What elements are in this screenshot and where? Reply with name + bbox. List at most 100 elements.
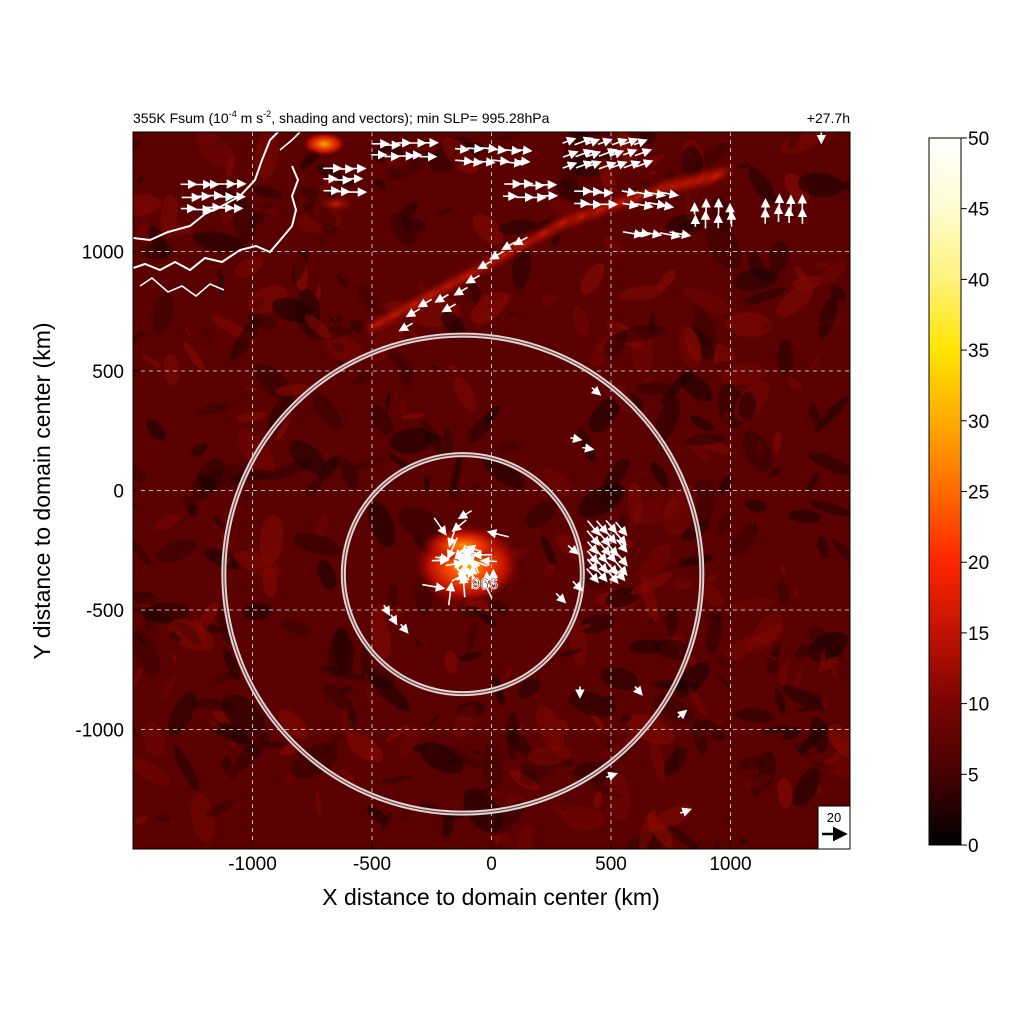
colorbar-tick-label: 40 bbox=[968, 270, 989, 291]
vector-arrow bbox=[605, 771, 618, 781]
texture-swirl bbox=[590, 334, 615, 367]
texture-swirl bbox=[215, 137, 225, 147]
colorbar-tick-label: 10 bbox=[968, 695, 989, 716]
texture-swirl bbox=[163, 353, 180, 385]
heatmap-texture bbox=[133, 132, 850, 849]
vector-arrow bbox=[632, 685, 643, 696]
texture-swirl bbox=[615, 324, 665, 343]
texture-swirl bbox=[327, 629, 348, 675]
texture-swirl bbox=[490, 599, 509, 616]
texture-swirl bbox=[482, 785, 494, 793]
vector-arrow bbox=[466, 157, 484, 167]
vector-arrow bbox=[441, 303, 457, 313]
texture-swirl bbox=[447, 480, 460, 500]
colorbar-tick-label: 5 bbox=[968, 765, 979, 786]
x-tick-label: 0 bbox=[486, 854, 497, 875]
vector-arrow bbox=[479, 157, 496, 167]
vector-arrow bbox=[586, 150, 602, 160]
texture-swirl bbox=[509, 310, 518, 316]
texture-swirl bbox=[657, 270, 676, 291]
texture-swirl bbox=[315, 790, 322, 817]
texture-swirl bbox=[297, 209, 342, 233]
texture-swirl bbox=[259, 514, 284, 565]
vector-arrow bbox=[434, 293, 449, 303]
texture-swirl bbox=[242, 602, 272, 620]
texture-swirl bbox=[747, 624, 785, 654]
vector-arrow bbox=[503, 145, 522, 156]
texture-swirl bbox=[646, 617, 655, 625]
texture-swirl bbox=[678, 556, 715, 566]
texture-swirl bbox=[695, 839, 704, 849]
texture-swirl bbox=[753, 522, 758, 535]
texture-swirl bbox=[267, 459, 313, 480]
texture-swirl bbox=[256, 207, 277, 215]
texture-swirl bbox=[444, 651, 458, 674]
texture-swirl bbox=[632, 331, 654, 373]
vector-arrow bbox=[503, 158, 524, 168]
texture-swirl bbox=[291, 248, 309, 284]
vector-arrow bbox=[570, 433, 583, 444]
texture-swirl bbox=[317, 665, 364, 681]
texture-swirl bbox=[332, 627, 355, 674]
texture-swirl bbox=[188, 698, 237, 710]
texture-swirl bbox=[160, 194, 178, 236]
vector-arrow bbox=[680, 807, 692, 817]
texture-swirl bbox=[289, 440, 326, 474]
texture-swirl bbox=[385, 392, 391, 412]
vector-arrow bbox=[634, 228, 651, 238]
texture-swirl bbox=[603, 457, 630, 491]
texture-swirl bbox=[650, 739, 666, 782]
texture-swirl bbox=[474, 609, 494, 625]
texture-swirl bbox=[752, 613, 784, 646]
texture-swirl bbox=[136, 633, 147, 646]
texture-swirl bbox=[167, 618, 215, 652]
texture-swirl bbox=[646, 813, 673, 849]
texture-swirl bbox=[133, 591, 157, 605]
texture-swirl bbox=[716, 674, 730, 688]
texture-swirl bbox=[717, 383, 745, 429]
vector-arrow bbox=[582, 443, 595, 453]
vector-arrow bbox=[585, 137, 601, 147]
texture-swirl bbox=[482, 455, 525, 490]
texture-swirl bbox=[330, 342, 346, 352]
texture-swirl bbox=[818, 295, 838, 338]
texture-swirl bbox=[734, 380, 770, 422]
texture-swirl bbox=[384, 345, 414, 376]
texture-swirl bbox=[245, 386, 259, 391]
vector-field bbox=[180, 132, 827, 817]
texture-swirl bbox=[233, 550, 281, 578]
texture-swirl bbox=[663, 747, 688, 777]
texture-swirl bbox=[481, 743, 503, 790]
texture-swirl bbox=[481, 613, 499, 627]
texture-swirl bbox=[763, 271, 775, 282]
texture-swirl bbox=[737, 163, 750, 169]
texture-swirl bbox=[729, 523, 758, 557]
x-tick-label: 1000 bbox=[709, 854, 751, 875]
texture-swirl bbox=[667, 823, 701, 849]
texture-swirl bbox=[797, 172, 844, 197]
texture-swirl bbox=[224, 757, 237, 780]
vector-arrow bbox=[586, 568, 599, 584]
texture-swirl bbox=[351, 370, 375, 386]
vector-arrow bbox=[645, 229, 663, 239]
texture-swirl bbox=[199, 601, 218, 631]
texture-swirl bbox=[793, 667, 803, 689]
center-pressure-label: 996 bbox=[471, 574, 498, 591]
texture-swirl bbox=[588, 398, 620, 433]
colorbar-tick-label: 0 bbox=[968, 836, 979, 857]
texture-swirl bbox=[326, 333, 364, 365]
vector-arrow bbox=[567, 544, 580, 555]
texture-swirl bbox=[248, 203, 272, 228]
texture-swirl bbox=[820, 647, 826, 669]
texture-swirl bbox=[316, 513, 328, 538]
texture-swirl bbox=[505, 668, 512, 679]
texture-swirl bbox=[292, 533, 342, 556]
texture-swirl bbox=[535, 705, 565, 750]
texture-swirl bbox=[497, 440, 522, 453]
texture-swirl bbox=[766, 655, 777, 660]
texture-swirl bbox=[503, 794, 525, 807]
texture-swirl bbox=[390, 213, 418, 247]
range-ring-inner bbox=[223, 334, 703, 814]
vector-arrow bbox=[622, 229, 644, 239]
texture-swirl bbox=[780, 132, 822, 154]
